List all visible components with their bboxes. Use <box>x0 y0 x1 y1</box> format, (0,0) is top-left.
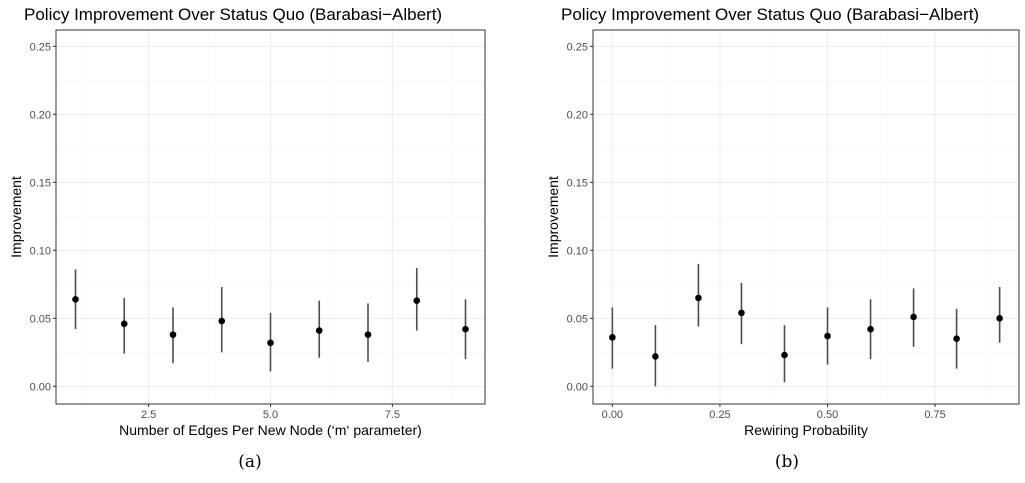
data-point <box>315 327 323 334</box>
chart-a: Policy Improvement Over Status Quo (Bara… <box>8 5 486 438</box>
y-tick-label: 0.15 <box>567 177 588 189</box>
y-tick-label: 0.05 <box>567 313 588 325</box>
data-point <box>652 353 659 360</box>
y-tick-label: 0.15 <box>30 177 51 189</box>
y-tick-label: 0.20 <box>30 109 51 121</box>
caption-a: (a) <box>238 452 262 472</box>
data-point <box>953 335 960 343</box>
y-tick-label: 0.20 <box>567 109 588 121</box>
data-point <box>120 320 128 328</box>
data-point <box>910 313 917 321</box>
data-point <box>867 325 874 333</box>
data-point <box>695 294 702 302</box>
y-tick-label: 0.00 <box>30 381 51 393</box>
y-tick-label: 0.25 <box>567 41 588 53</box>
data-point <box>462 325 469 333</box>
y-tick-label: 0.10 <box>567 245 588 257</box>
chart-panel-a: Policy Improvement Over Status Quo (Bara… <box>0 0 500 483</box>
data-point <box>169 331 177 338</box>
x-axis-title: Rewiring Probability <box>744 422 868 438</box>
data-point <box>218 317 226 325</box>
data-point <box>738 309 745 317</box>
caption-b: (b) <box>774 452 800 472</box>
x-tick-label: 0.50 <box>817 409 838 421</box>
x-tick-label: 7.5 <box>385 409 400 421</box>
data-point <box>996 315 1003 322</box>
x-tick-label: 0.75 <box>924 409 945 421</box>
data-points <box>72 268 469 372</box>
chart-panel-b: Policy Improvement Over Status Quo (Bara… <box>537 0 1025 483</box>
plot-background <box>593 30 1019 404</box>
x-tick-label: 5.0 <box>263 409 278 421</box>
x-axis-title: Number of Edges Per New Node (‘m‘ parame… <box>119 422 422 438</box>
y-axis-title: Improvement <box>545 176 561 258</box>
data-point <box>609 334 616 341</box>
x-tick-label: 2.5 <box>141 409 156 421</box>
y-tick-label: 0.25 <box>30 41 51 53</box>
y-axis-title: Improvement <box>8 176 24 258</box>
y-tick-label: 0.05 <box>30 313 51 325</box>
x-tick-label: 0.25 <box>709 409 730 421</box>
data-point <box>364 331 372 338</box>
data-points <box>609 263 1003 387</box>
data-point <box>413 297 421 304</box>
y-tick-label: 0.00 <box>567 381 588 393</box>
data-point <box>781 351 788 359</box>
y-tick-label: 0.10 <box>30 245 51 257</box>
panel-border <box>592 29 1020 405</box>
data-point <box>267 339 274 347</box>
x-tick-label: 0.00 <box>602 409 623 421</box>
data-point <box>72 295 79 303</box>
data-point <box>824 332 831 340</box>
chart-title: Policy Improvement Over Status Quo (Bara… <box>561 5 979 24</box>
chart-title: Policy Improvement Over Status Quo (Bara… <box>24 5 442 24</box>
chart-b: Policy Improvement Over Status Quo (Bara… <box>545 5 1020 438</box>
